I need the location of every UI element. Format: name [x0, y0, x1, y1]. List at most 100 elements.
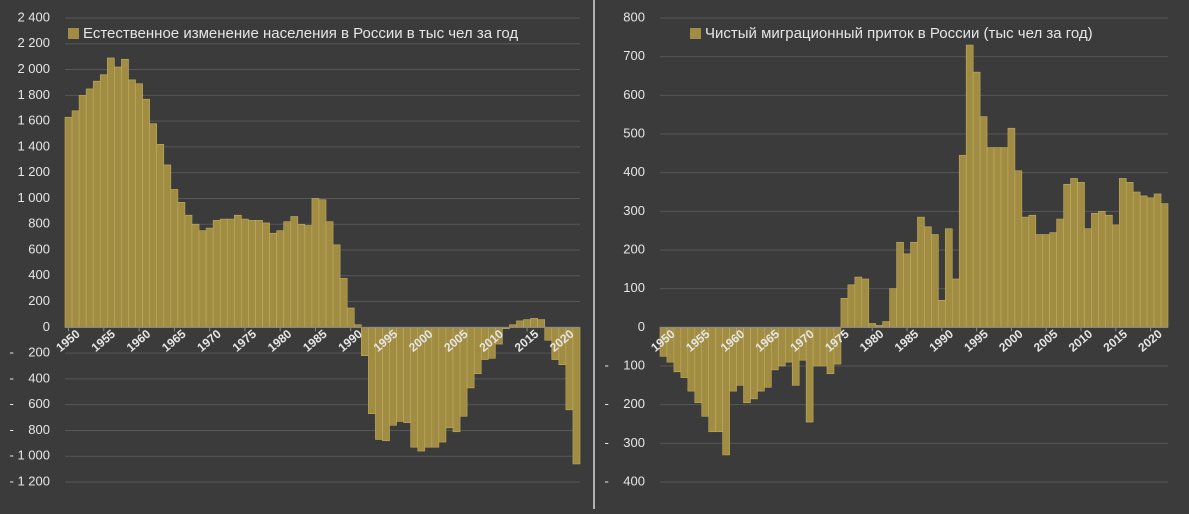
bar — [121, 58, 129, 328]
bar — [114, 66, 122, 328]
bar — [142, 98, 150, 328]
bar — [910, 241, 918, 328]
y-tick-label: 0 — [638, 319, 645, 334]
y-tick-label: 1 400 — [17, 138, 50, 153]
legend-swatch — [68, 28, 79, 39]
bar — [516, 320, 524, 328]
legend-label: Чистый миграционный приток в России (тыс… — [705, 25, 1093, 42]
bar — [530, 318, 538, 328]
y-tick-label: - 200 — [10, 345, 50, 360]
bar — [318, 199, 327, 328]
bar — [163, 164, 172, 328]
bar — [184, 214, 193, 328]
y-tick-label: 1 800 — [17, 87, 50, 102]
y-tick-label: 200 — [623, 241, 645, 256]
bar — [1014, 170, 1023, 328]
bar — [931, 234, 939, 328]
bar — [205, 227, 214, 328]
bar — [1000, 147, 1009, 328]
bar — [198, 230, 207, 328]
bar — [361, 327, 369, 356]
bar — [1125, 182, 1134, 328]
bar — [339, 278, 348, 328]
bar — [680, 327, 689, 378]
bar — [673, 327, 682, 373]
bar — [972, 71, 981, 328]
bar — [269, 232, 277, 328]
y-tick-label: 200 — [28, 293, 50, 308]
legend-label: Естественное изменение населения в Росси… — [83, 25, 518, 42]
y-tick-label: 2 400 — [17, 9, 50, 24]
y-tick-label: 0 — [43, 319, 50, 334]
bar — [544, 327, 553, 341]
bar — [945, 228, 953, 328]
bar — [854, 276, 863, 328]
bar — [1098, 211, 1106, 328]
bar — [938, 299, 946, 328]
bar — [896, 241, 904, 328]
y-tick-label: - 400 — [605, 473, 645, 488]
bar — [99, 74, 108, 328]
y-tick-label: 800 — [623, 9, 645, 24]
y-tick-label: - 1 200 — [10, 473, 50, 488]
bar — [861, 278, 870, 328]
bar — [135, 83, 143, 328]
bar — [840, 298, 849, 328]
y-tick-label: - 300 — [605, 435, 645, 450]
bar — [523, 319, 531, 328]
y-tick-label: 700 — [623, 48, 645, 63]
bar — [1091, 212, 1099, 328]
y-tick-label: 100 — [623, 280, 645, 295]
bar — [262, 222, 270, 328]
y-tick-label: - 400 — [10, 370, 50, 385]
y-tick-label: 300 — [623, 203, 645, 218]
bar — [1153, 193, 1162, 328]
legend-swatch — [690, 28, 701, 39]
bar — [177, 202, 186, 328]
bar — [325, 221, 334, 328]
bar — [276, 230, 284, 328]
y-tick-label: 2 000 — [17, 61, 50, 76]
y-tick-label: - 800 — [10, 422, 50, 437]
bar — [1021, 216, 1030, 328]
y-tick-label: - 600 — [10, 396, 50, 411]
bar — [924, 226, 932, 328]
bar — [71, 110, 80, 328]
y-tick-label: - 1 000 — [10, 448, 50, 463]
bar — [847, 284, 856, 328]
bar — [1084, 228, 1092, 328]
y-tick-label: 2 200 — [17, 35, 50, 50]
bar — [708, 327, 716, 433]
y-tick-label: - 200 — [605, 396, 645, 411]
bar — [986, 147, 995, 328]
bar — [248, 220, 256, 328]
bar — [1112, 224, 1120, 328]
bar — [958, 154, 967, 328]
bar — [332, 244, 341, 328]
bar — [1049, 232, 1057, 328]
bar — [92, 80, 101, 328]
bar — [572, 327, 581, 465]
bar — [156, 144, 165, 328]
bar — [290, 216, 299, 328]
bar — [219, 218, 228, 328]
bar — [191, 223, 200, 328]
bar — [903, 253, 911, 328]
y-tick-label: 600 — [623, 87, 645, 102]
bar — [226, 218, 235, 328]
bar — [304, 225, 313, 328]
y-tick-label: 500 — [623, 125, 645, 140]
y-tick-label: 1 600 — [17, 113, 50, 128]
bar — [1007, 127, 1016, 328]
bar — [107, 57, 115, 328]
bar — [1042, 234, 1050, 328]
bar — [778, 327, 786, 367]
bar — [979, 116, 988, 328]
bar — [212, 220, 221, 328]
y-tick-label: 400 — [623, 164, 645, 179]
bar — [812, 327, 821, 367]
bar — [255, 220, 263, 328]
bar — [868, 323, 877, 328]
bar — [993, 147, 1002, 328]
